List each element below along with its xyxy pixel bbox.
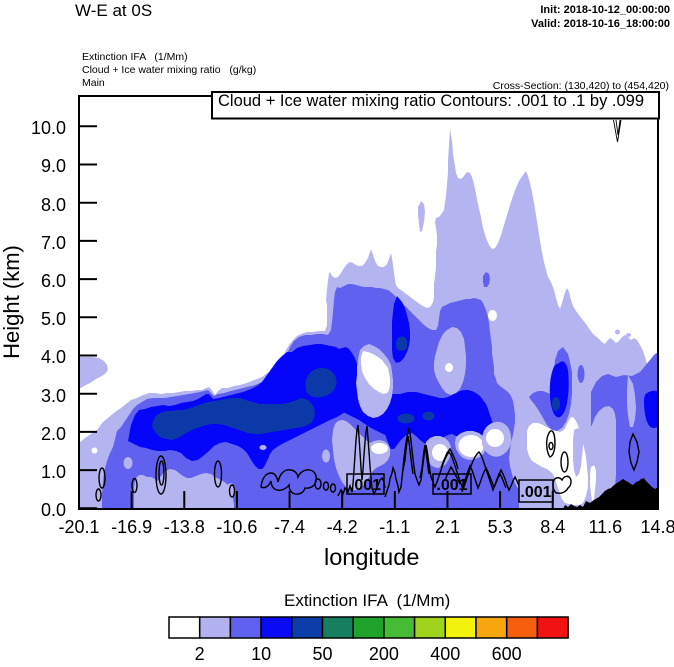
- svg-text:.001: .001: [436, 477, 467, 494]
- svg-text:.001: .001: [520, 484, 551, 501]
- svg-text:.001: .001: [350, 477, 381, 494]
